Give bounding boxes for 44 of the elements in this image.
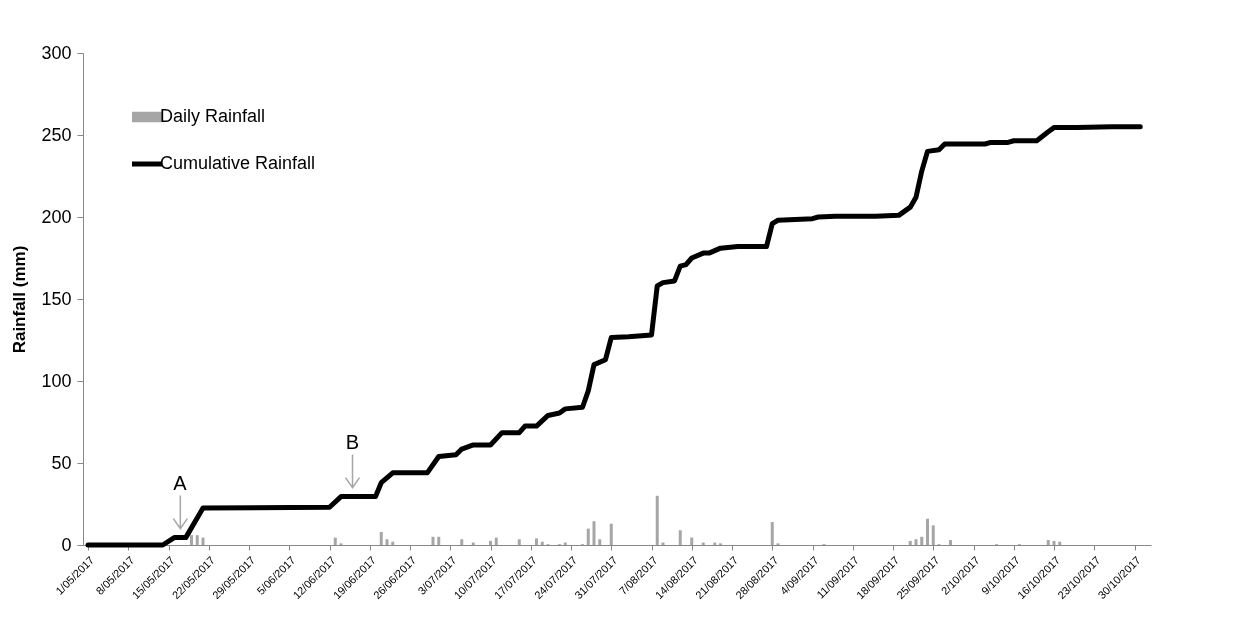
bar [926, 518, 929, 545]
bar [535, 538, 538, 545]
bar [431, 536, 435, 545]
bar [517, 539, 521, 545]
bar [190, 535, 193, 545]
y-tick-label: 50 [51, 452, 72, 473]
bar [592, 521, 596, 545]
bar [908, 540, 912, 545]
annotation: A [173, 471, 188, 494]
bar [914, 539, 918, 545]
y-tick-label: 300 [41, 42, 72, 63]
bar [385, 539, 389, 545]
bar [540, 541, 544, 545]
bar [379, 531, 383, 545]
legend-label: Daily Rainfall [160, 106, 266, 126]
bar [195, 535, 199, 545]
bar [1052, 540, 1056, 545]
bar [201, 537, 205, 545]
bar [489, 540, 492, 545]
bar [920, 536, 924, 545]
bar [333, 537, 337, 545]
annotation: B [345, 430, 360, 453]
bar [494, 537, 498, 545]
legend-label: Cumulative Rainfall [160, 153, 316, 173]
y-axis-title: Rainfall (mm) [10, 245, 30, 354]
bar [1046, 540, 1050, 545]
y-tick-label: 250 [41, 124, 72, 145]
y-tick-label: 150 [41, 288, 72, 309]
y-tick-label: 100 [41, 370, 72, 391]
bar [949, 540, 952, 545]
y-tick-label: 200 [41, 206, 72, 227]
bar [437, 536, 441, 545]
bar [655, 495, 659, 545]
bar [678, 530, 682, 545]
bar [690, 537, 694, 545]
bar [1058, 541, 1062, 545]
bar [931, 525, 935, 545]
bar [460, 539, 464, 545]
bar [609, 523, 613, 545]
bar [586, 528, 590, 545]
y-tick-label: 0 [61, 534, 72, 555]
bar [770, 522, 774, 545]
bar [391, 541, 395, 545]
bar [598, 539, 602, 545]
